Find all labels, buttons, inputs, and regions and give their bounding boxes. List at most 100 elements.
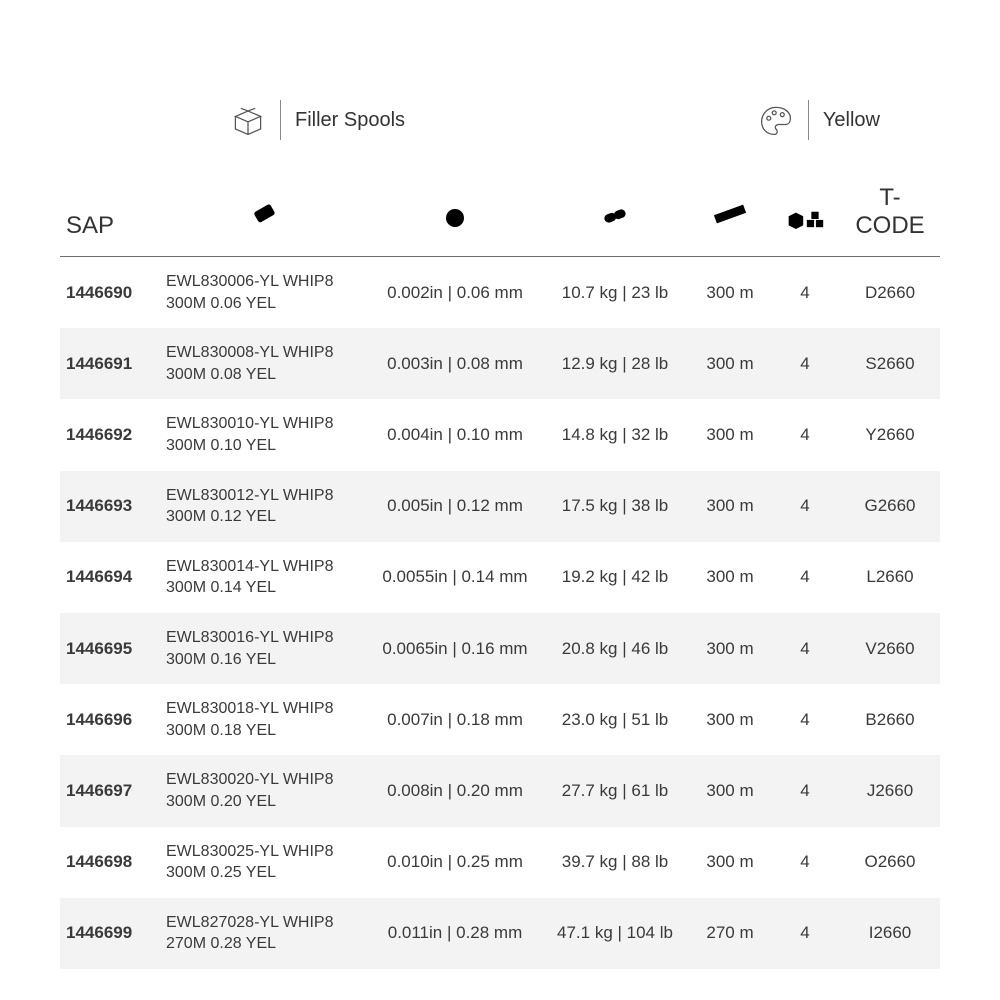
cell-qty: 4	[770, 399, 840, 470]
box-open-icon	[230, 102, 266, 138]
col-diameter	[370, 176, 540, 257]
cell-tcode: D2660	[840, 257, 940, 329]
cell-tcode: B2660	[840, 684, 940, 755]
desc-line2: 270M 0.28 YEL	[166, 935, 276, 952]
desc-line1: EWL830020-YL WHIP8	[166, 771, 333, 788]
col-quantity	[770, 176, 840, 257]
table-row: 1446693 EWL830012-YL WHIP8 300M 0.12 YEL 0.…	[60, 471, 940, 542]
cell-tcode: I2660	[840, 898, 940, 969]
cell-tcode: O2660	[840, 827, 940, 898]
cell-qty: 4	[770, 755, 840, 826]
desc-line1: EWL830025-YL WHIP8	[166, 843, 333, 860]
cell-qty: 4	[770, 684, 840, 755]
col-tcode: T-CODE	[840, 176, 940, 257]
cell-diameter: 0.0065in | 0.16 mm	[370, 613, 540, 684]
cell-description: EWL830025-YL WHIP8 300M 0.25 YEL	[160, 827, 370, 898]
cell-sap: 1446697	[60, 755, 160, 826]
desc-line1: EWL830006-YL WHIP8	[166, 273, 333, 290]
cell-qty: 4	[770, 542, 840, 613]
cell-sap: 1446695	[60, 613, 160, 684]
cell-description: EWL830006-YL WHIP8 300M 0.06 YEL	[160, 257, 370, 329]
divider	[280, 100, 281, 140]
cell-description: EWL830018-YL WHIP8 300M 0.18 YEL	[160, 684, 370, 755]
cell-description: EWL830020-YL WHIP8300M 0.20 YEL	[160, 755, 370, 826]
table-row: 1446697EWL830020-YL WHIP8300M 0.20 YEL0.…	[60, 755, 940, 826]
cell-diameter: 0.003in | 0.08 mm	[370, 328, 540, 399]
cell-description: EWL830012-YL WHIP8 300M 0.12 YEL	[160, 471, 370, 542]
cell-qty: 4	[770, 827, 840, 898]
cell-diameter: 0.010in | 0.25 mm	[370, 827, 540, 898]
desc-line2: 300M 0.16 YEL	[166, 651, 276, 668]
category-label: Filler Spools	[295, 109, 405, 132]
cell-weight: 47.1 kg | 104 lb	[540, 898, 690, 969]
table-row: 1446694 EWL830014-YL WHIP8 300M 0.14 YEL 0.…	[60, 542, 940, 613]
cell-sap: 1446691	[60, 328, 160, 399]
cell-description: EWL830014-YL WHIP8 300M 0.14 YEL	[160, 542, 370, 613]
cell-description: EWL830010-YL WHIP8 300M 0.10 YEL	[160, 399, 370, 470]
desc-line1: EWL830014-YL WHIP8	[166, 558, 333, 575]
cell-sap: 1446696	[60, 684, 160, 755]
chain-link-icon	[546, 199, 684, 233]
cell-sap: 1446693	[60, 471, 160, 542]
table-row: 1446692 EWL830010-YL WHIP8 300M 0.10 YEL 0.…	[60, 399, 940, 470]
cell-diameter: 0.011in | 0.28 mm	[370, 898, 540, 969]
cell-length: 300 m	[690, 542, 770, 613]
table-row: 1446696EWL830018-YL WHIP8300M 0.18 YEL0.…	[60, 684, 940, 755]
cell-diameter: 0.004in | 0.10 mm	[370, 399, 540, 470]
cell-sap: 1446698	[60, 827, 160, 898]
cell-qty: 4	[770, 328, 840, 399]
color-label: Yellow	[823, 109, 880, 132]
col-sap: SAP	[60, 176, 160, 257]
cell-weight: 17.5 kg | 38 lb	[540, 471, 690, 542]
cell-qty: 4	[770, 257, 840, 329]
cell-sap: 1446694	[60, 542, 160, 613]
cell-weight: 14.8 kg | 32 lb	[540, 399, 690, 470]
cell-weight: 39.7 kg | 88 lb	[540, 827, 690, 898]
desc-line2: 300M 0.10 YEL	[166, 437, 276, 454]
cell-tcode: L2660	[840, 542, 940, 613]
palette-icon	[758, 102, 794, 138]
boxes-icon	[776, 205, 834, 233]
cell-sap: 1446692	[60, 399, 160, 470]
desc-line1: EWL830010-YL WHIP8	[166, 415, 333, 432]
tag-icon	[166, 199, 364, 233]
cell-diameter: 0.008in | 0.20 mm	[370, 755, 540, 826]
cell-length: 300 m	[690, 328, 770, 399]
cell-length: 300 m	[690, 257, 770, 329]
desc-line2: 300M 0.06 YEL	[166, 295, 276, 312]
cell-diameter: 0.0055in | 0.14 mm	[370, 542, 540, 613]
cell-length: 300 m	[690, 399, 770, 470]
cell-diameter: 0.005in | 0.12 mm	[370, 471, 540, 542]
cell-weight: 19.2 kg | 42 lb	[540, 542, 690, 613]
cell-description: EWL830008-YL WHIP8 300M 0.08 YEL	[160, 328, 370, 399]
desc-line2: 300M 0.14 YEL	[166, 579, 276, 596]
table-row: 1446691 EWL830008-YL WHIP8 300M 0.08 YEL 0.…	[60, 328, 940, 399]
cell-tcode: Y2660	[840, 399, 940, 470]
cell-description: EWL830016-YL WHIP8 300M 0.16 YEL	[160, 613, 370, 684]
desc-line2: 300M 0.08 YEL	[166, 366, 276, 383]
desc-line1: EWL830018-YL WHIP8	[166, 700, 333, 717]
color-group: Yellow	[758, 100, 880, 140]
category-group: Filler Spools	[230, 100, 405, 140]
desc-line1: EWL830008-YL WHIP8	[166, 344, 333, 361]
cell-length: 300 m	[690, 827, 770, 898]
desc-line1: EWL830016-YL WHIP8	[166, 629, 333, 646]
table-row: 1446690EWL830006-YL WHIP8300M 0.06 YEL0.…	[60, 257, 940, 329]
cell-length: 270 m	[690, 898, 770, 969]
table-row: 1446699EWL827028-YL WHIP8270M 0.28 YEL0.…	[60, 898, 940, 969]
cell-weight: 23.0 kg | 51 lb	[540, 684, 690, 755]
desc-line1: EWL830012-YL WHIP8	[166, 487, 333, 504]
table-row: 1446698 EWL830025-YL WHIP8 300M 0.25 YEL 0.…	[60, 827, 940, 898]
desc-line2: 300M 0.25 YEL	[166, 864, 276, 881]
col-length	[690, 176, 770, 257]
cell-tcode: J2660	[840, 755, 940, 826]
cell-weight: 27.7 kg | 61 lb	[540, 755, 690, 826]
desc-line2: 300M 0.18 YEL	[166, 722, 276, 739]
cell-qty: 4	[770, 613, 840, 684]
desc-line2: 300M 0.12 YEL	[166, 508, 276, 525]
cell-tcode: V2660	[840, 613, 940, 684]
cell-length: 300 m	[690, 613, 770, 684]
ruler-icon	[696, 195, 764, 233]
divider	[808, 100, 809, 140]
product-table: SAP	[60, 176, 940, 969]
